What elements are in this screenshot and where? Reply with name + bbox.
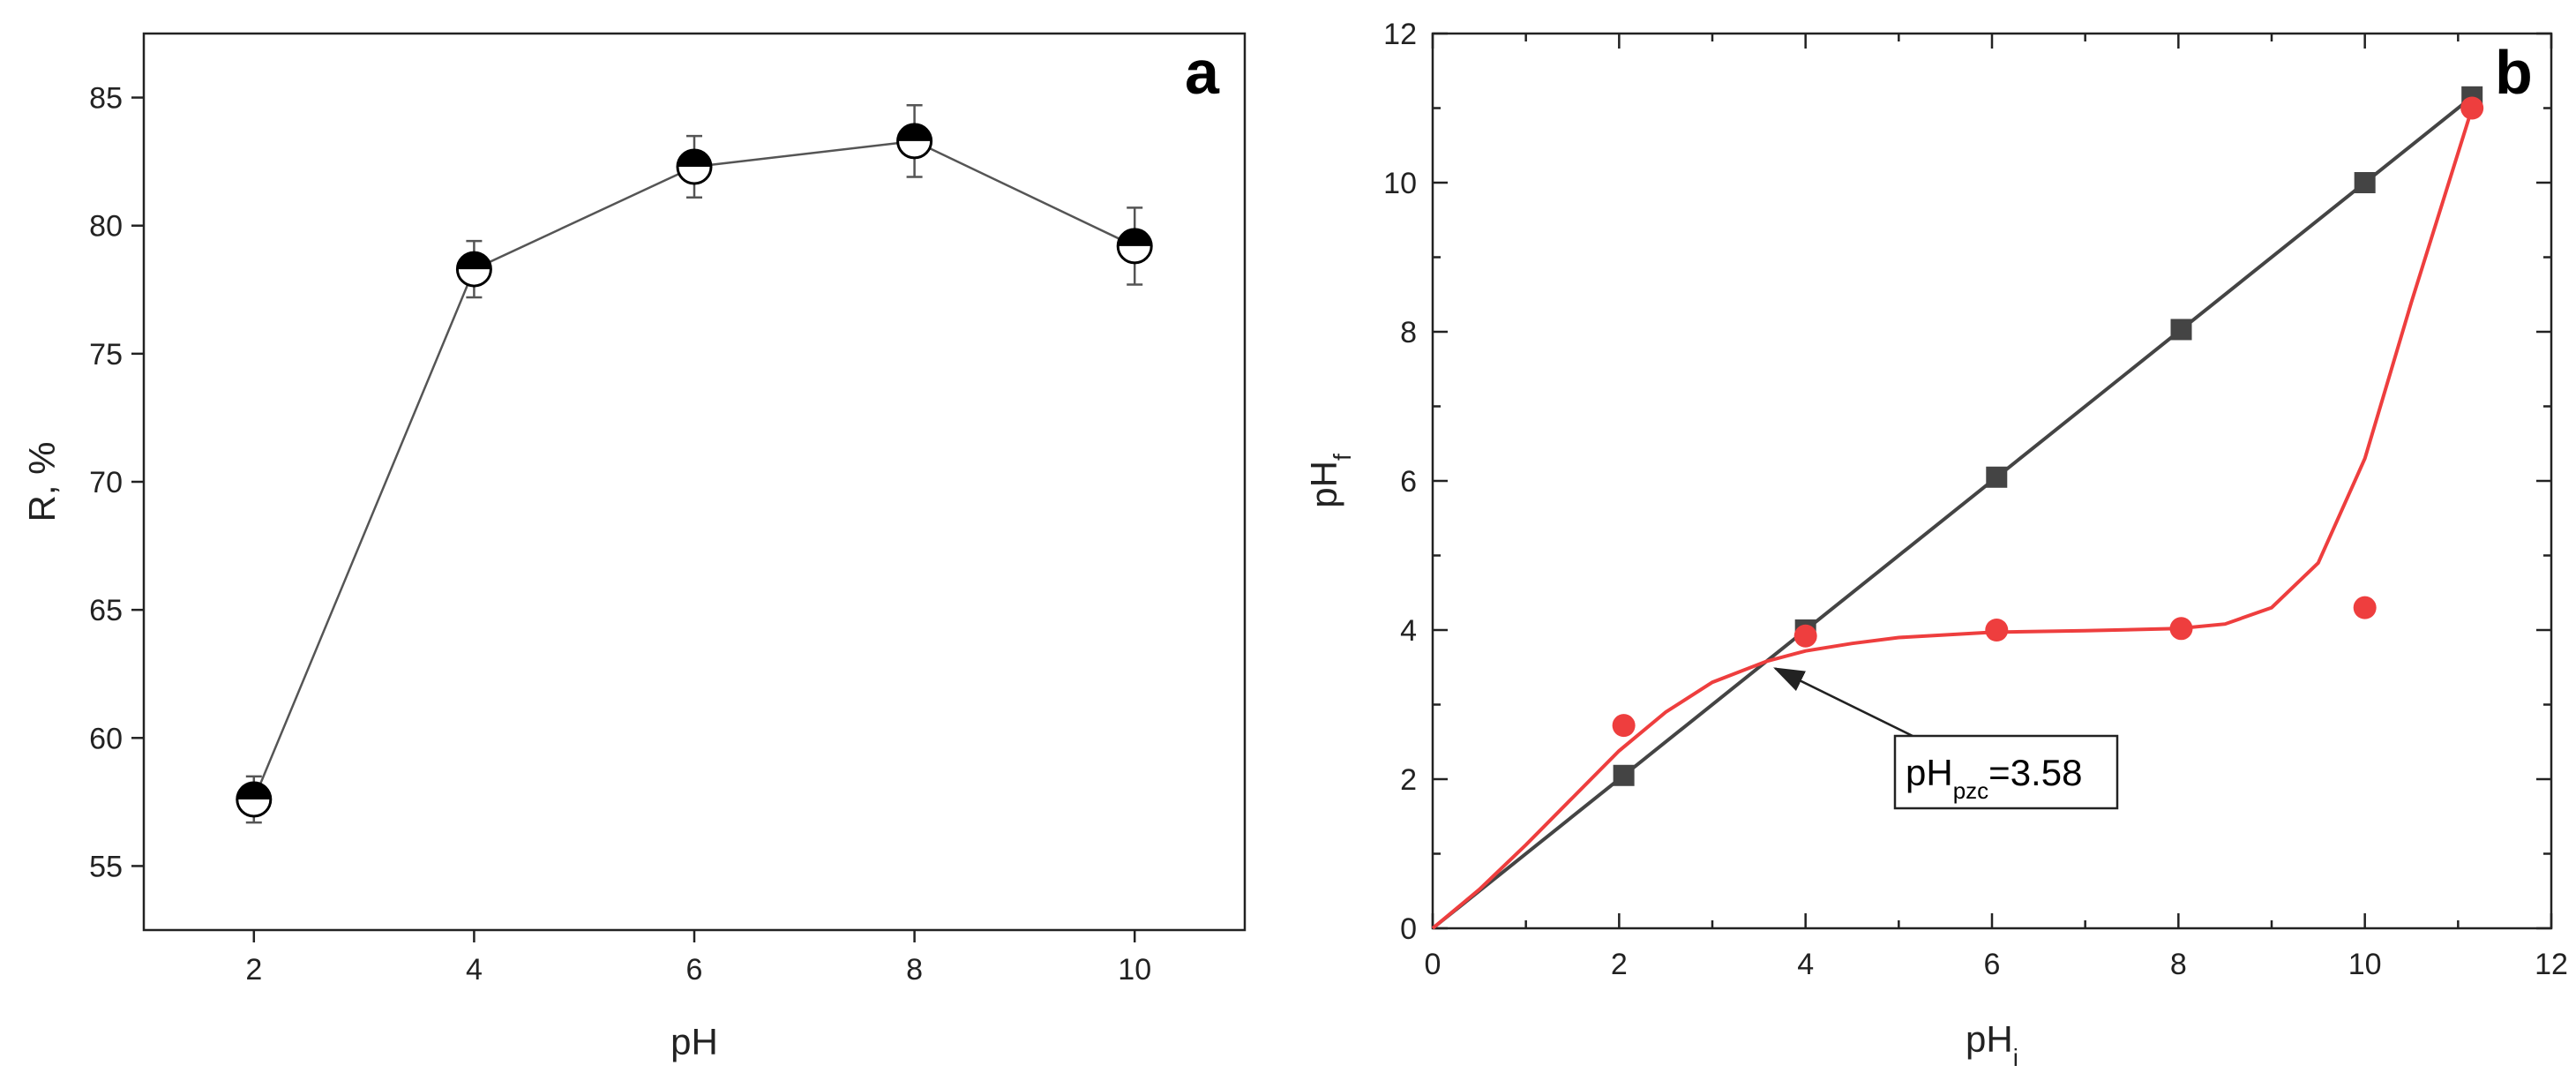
panel-letter-b: b <box>2495 38 2533 107</box>
y-tick-label: 6 <box>1400 465 1417 499</box>
y-tick-label: 70 <box>89 466 123 499</box>
x-tick-label: 6 <box>686 953 703 987</box>
y-tick-label: 10 <box>1383 167 1417 200</box>
y-tick-label: 2 <box>1400 763 1417 797</box>
data-point-fill <box>678 149 711 167</box>
series-2-point <box>1612 714 1636 738</box>
data-point-fill <box>897 124 932 141</box>
series-2-point <box>2460 96 2484 120</box>
x-tick-label: 6 <box>1984 948 2001 981</box>
series-1-point <box>2170 319 2192 341</box>
x-tick-label: 4 <box>1797 948 1814 981</box>
series-2-point <box>2169 617 2193 641</box>
x-tick-label: 10 <box>2348 948 2382 981</box>
series-1-line <box>1431 95 2474 930</box>
series-2-fit-curve <box>1431 107 2475 930</box>
x-tick-label: 2 <box>1611 948 1628 981</box>
series-1-point <box>1986 466 2008 488</box>
y-tick-label: 65 <box>89 594 123 627</box>
data-point-fill <box>457 252 491 270</box>
y-axis-label: R, % <box>21 441 63 521</box>
x-axis-label: pHi <box>1966 1018 2018 1071</box>
y-tick-label: 55 <box>89 850 123 883</box>
x-tick-label: 12 <box>2535 948 2568 981</box>
annotation-box <box>1893 734 2119 810</box>
series-1-point <box>2354 172 2376 193</box>
series-2-point <box>1985 619 2009 642</box>
series-line <box>252 139 1135 800</box>
y-tick-label: 8 <box>1400 316 1417 349</box>
y-tick-label: 0 <box>1400 912 1417 946</box>
data-point-fill <box>1118 229 1152 246</box>
x-axis-label: pH <box>670 1021 718 1062</box>
chart-a: 2 4 6 8 10 55 60 65 70 75 80 85 pH R, % a <box>21 32 1247 1062</box>
x-tick-label: 8 <box>906 953 923 987</box>
annotation-arrow <box>1773 667 1913 738</box>
panel-letter-a: a <box>1185 38 1220 107</box>
x-tick-label: 10 <box>1118 953 1151 987</box>
y-tick-label: 60 <box>89 722 123 755</box>
data-point-fill <box>236 782 271 799</box>
y-tick-label: 85 <box>89 82 123 116</box>
y-tick-label: 12 <box>1383 18 1417 51</box>
x-tick-label: 2 <box>245 953 262 987</box>
y-tick-label: 75 <box>89 338 123 371</box>
y-tick-label: 80 <box>89 210 123 244</box>
x-tick-label: 0 <box>1425 948 1442 981</box>
series-2-point <box>1793 624 1817 648</box>
y-tick-label: 4 <box>1400 614 1417 648</box>
series-2-point <box>2353 596 2377 619</box>
x-tick-label: 8 <box>2170 948 2187 981</box>
y-axis-label: pHf <box>1303 454 1356 508</box>
series-1-point <box>1613 764 1635 786</box>
x-tick-label: 4 <box>466 953 483 987</box>
